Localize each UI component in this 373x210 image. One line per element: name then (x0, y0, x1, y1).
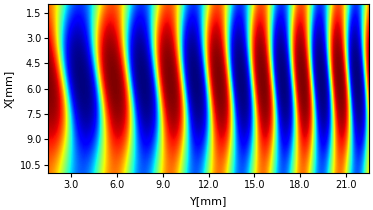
Y-axis label: X[mm]: X[mm] (4, 70, 14, 108)
X-axis label: Y[mm]: Y[mm] (190, 196, 227, 206)
